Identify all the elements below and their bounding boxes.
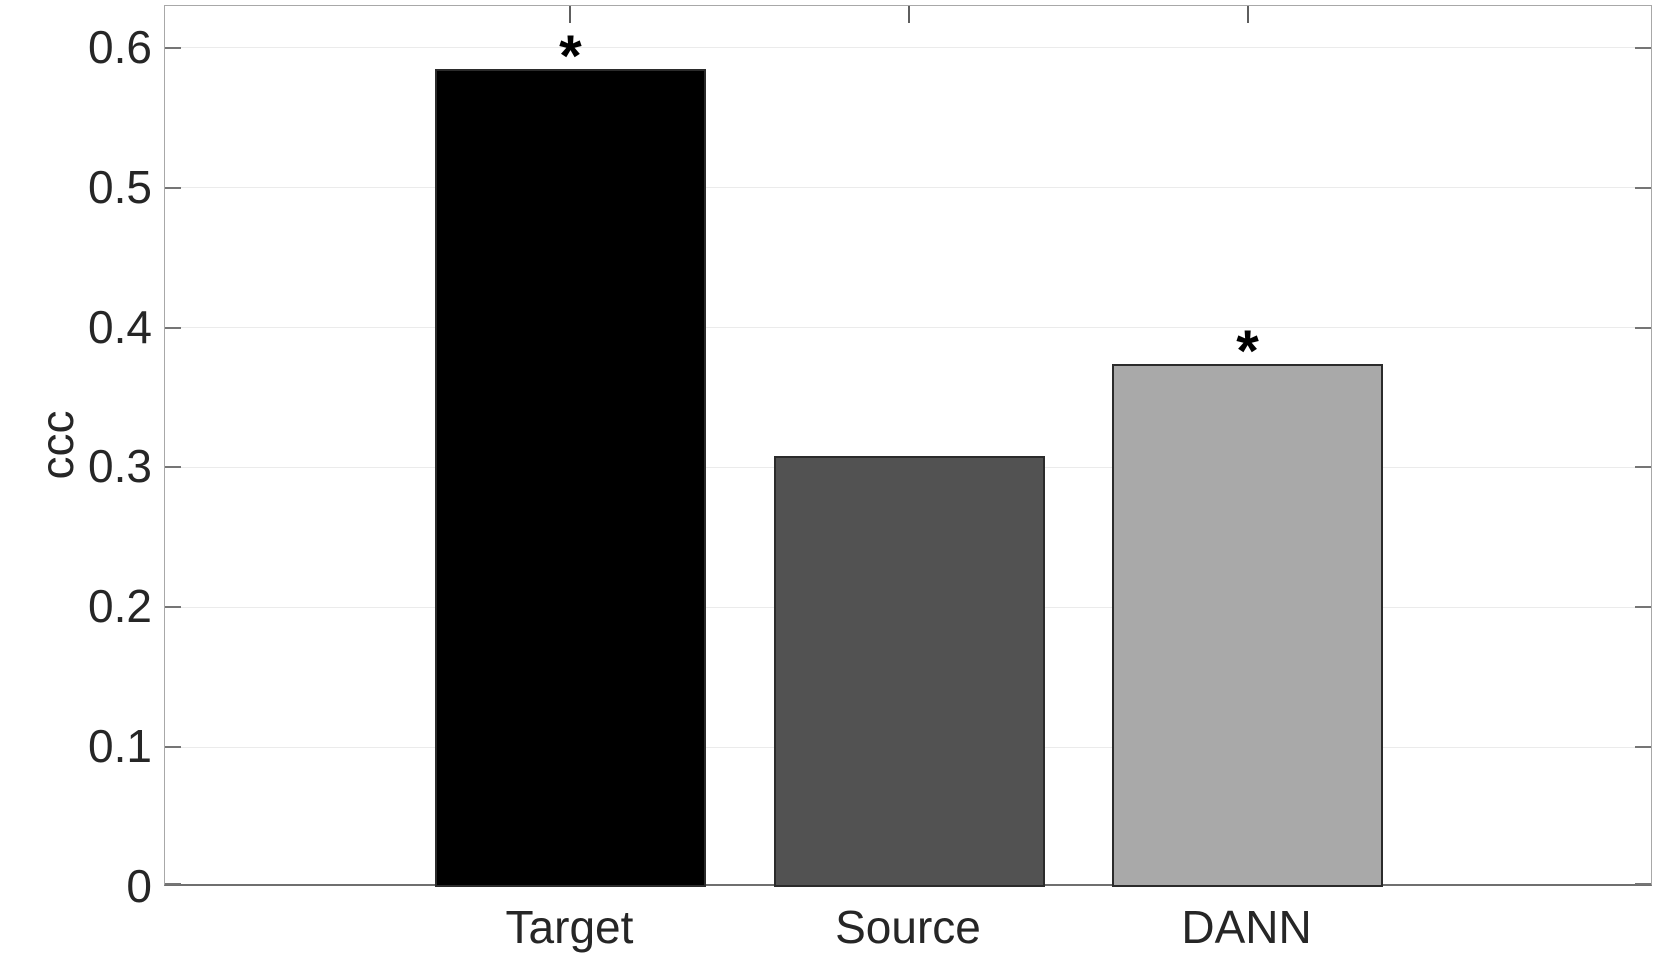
x-tick-mark bbox=[569, 6, 572, 23]
y-tick-mark bbox=[1635, 326, 1651, 329]
y-tick-label: 0.6 bbox=[88, 20, 152, 73]
gridline bbox=[165, 47, 1651, 49]
bar-dann bbox=[1112, 363, 1384, 887]
x-tick-mark bbox=[908, 6, 910, 23]
x-tick-label-source: Source bbox=[835, 901, 981, 953]
significance-asterisk-target: * bbox=[559, 23, 582, 89]
y-tick-label: 0.3 bbox=[88, 440, 152, 493]
y-tick-mark bbox=[165, 186, 181, 189]
bar-source bbox=[773, 456, 1045, 887]
y-tick-label: 0.4 bbox=[88, 300, 152, 353]
y-tick-label: 0.1 bbox=[88, 720, 152, 773]
plot-area: * * bbox=[164, 5, 1652, 887]
y-tick-mark bbox=[1635, 46, 1651, 49]
y-tick-mark bbox=[165, 46, 181, 49]
x-tick-label-target: Target bbox=[505, 901, 634, 953]
y-tick-mark bbox=[1635, 186, 1651, 189]
y-tick-label: 0.2 bbox=[88, 580, 152, 633]
y-tick-mark bbox=[165, 326, 181, 329]
y-tick-mark bbox=[165, 883, 181, 885]
y-tick-mark bbox=[1635, 606, 1651, 609]
y-tick-mark bbox=[1635, 466, 1651, 469]
y-tick-mark bbox=[165, 606, 181, 609]
y-tick-mark bbox=[1635, 883, 1651, 885]
significance-asterisk-dann: * bbox=[1236, 318, 1259, 384]
gridline bbox=[165, 327, 1651, 329]
y-tick-mark bbox=[165, 466, 181, 469]
bar-target bbox=[434, 68, 706, 887]
x-tick-label-dann: DANN bbox=[1181, 901, 1312, 953]
y-tick-label: 0 bbox=[126, 860, 152, 912]
gridline bbox=[165, 187, 1651, 189]
y-tick-label: 0.5 bbox=[88, 160, 152, 213]
y-tick-mark bbox=[1635, 746, 1651, 749]
x-tick-mark bbox=[1246, 6, 1249, 23]
y-tick-mark bbox=[165, 746, 181, 749]
